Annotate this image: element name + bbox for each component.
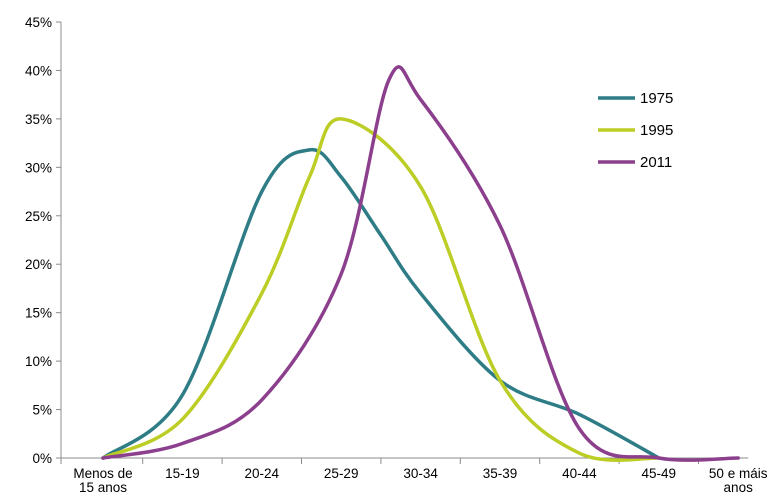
legend-label-2011: 2011 <box>640 154 672 171</box>
y-tick-label: 10% <box>25 354 52 369</box>
x-tick-label: 30-34 <box>403 466 438 481</box>
y-tick-label: 5% <box>32 403 52 418</box>
y-tick-label: 45% <box>25 15 52 30</box>
legend-label-1975: 1975 <box>640 90 673 107</box>
x-tick-label-line: 25-29 <box>324 466 359 481</box>
y-tick-label: 35% <box>25 112 52 127</box>
x-axis: Menos de 15 anos 15-19 20-24 25-29 30-34 35-39… <box>60 457 768 495</box>
series-line-1995 <box>101 117 661 462</box>
y-tick-label: 40% <box>25 63 52 78</box>
series-line-1975 <box>101 148 661 460</box>
y-axis: 0% 5% 10% 15% 20% 25% 30% 35% 40% 45% <box>25 15 62 466</box>
x-tick-label-line: 40-44 <box>562 466 597 481</box>
x-tick-label-line: anos <box>724 480 754 495</box>
x-tick-label-line: 20-24 <box>245 466 280 481</box>
y-tick-label: 20% <box>25 257 52 272</box>
x-tick-label: 25-29 <box>324 466 359 481</box>
x-tick-label: 20-24 <box>245 466 280 481</box>
legend-label-1995: 1995 <box>640 122 673 139</box>
y-tick-label: 25% <box>25 209 52 224</box>
y-tick-label: 30% <box>25 160 52 175</box>
series-lines <box>101 65 740 462</box>
x-tick-label-line: Menos de <box>73 466 132 481</box>
x-tick-label: 35-39 <box>483 466 518 481</box>
x-tick-label-line: 35-39 <box>483 466 518 481</box>
x-tick-label-line: 15-19 <box>165 466 200 481</box>
legend: 1975 1995 2011 <box>598 90 673 171</box>
x-tick-label: 40-44 <box>562 466 597 481</box>
x-tick-label: 50 e máis anos <box>709 466 768 495</box>
x-tick-label: 15-19 <box>165 466 200 481</box>
x-tick-label-line: 45-49 <box>642 466 677 481</box>
x-tick-label: Menos de 15 anos <box>73 466 132 495</box>
x-tick-label-line: 50 e máis <box>709 466 768 481</box>
x-tick-label-line: 30-34 <box>403 466 438 481</box>
x-tick-label: 45-49 <box>642 466 677 481</box>
y-tick-label: 15% <box>25 306 52 321</box>
y-tick-label: 0% <box>32 451 52 466</box>
x-tick-label-line: 15 anos <box>79 480 127 495</box>
series-line-2011 <box>101 65 740 462</box>
